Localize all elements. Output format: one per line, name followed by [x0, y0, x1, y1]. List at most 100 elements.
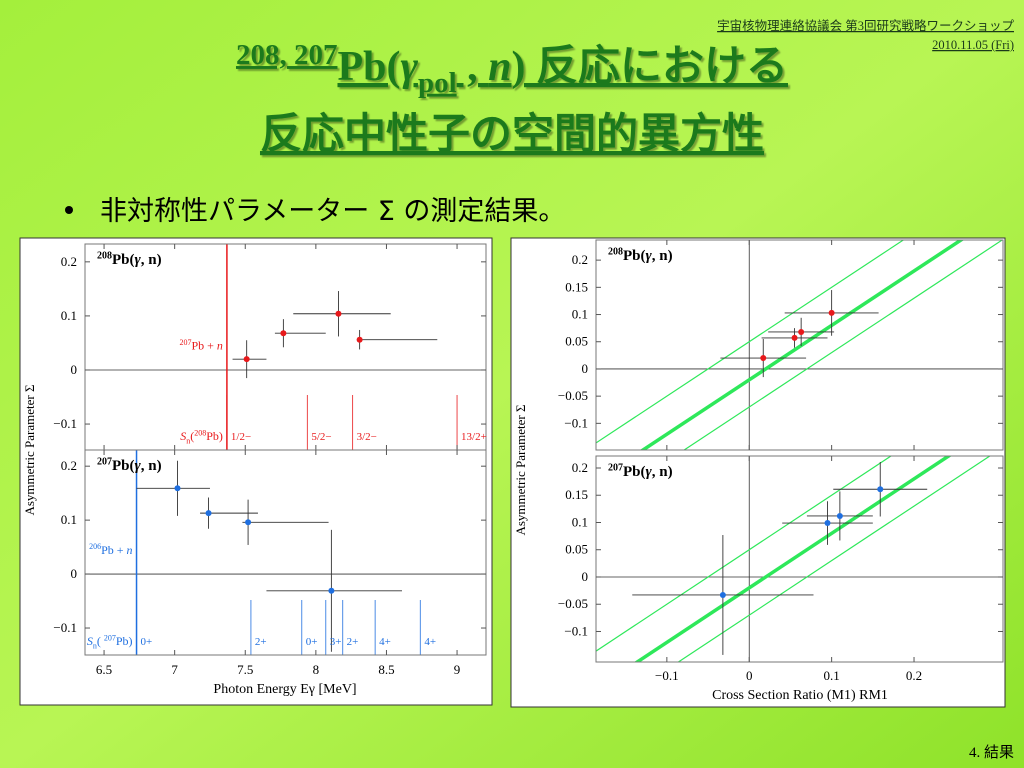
level-label: 4+: [379, 636, 391, 648]
text-part: γ: [400, 44, 418, 90]
x-tick-label: 7: [171, 662, 178, 677]
theory-curve: [596, 240, 905, 444]
panel: [596, 456, 1003, 662]
level-label: 2+: [255, 636, 267, 648]
bullet-dot: [65, 206, 73, 214]
level-label: 0+: [306, 636, 318, 648]
data-point: [719, 591, 726, 598]
x-tick-label: 8: [313, 662, 320, 677]
panel-label: 208Pb(γ, n): [97, 250, 162, 268]
text-part: 207: [104, 633, 116, 642]
title-line1: 208, 207Pb(γpol , n) 反応における: [236, 39, 788, 99]
x-tick-label: 0: [746, 668, 753, 683]
text-part: , n): [141, 458, 162, 474]
plot-frame: [595, 455, 1004, 663]
y-tick-label: 0.15: [565, 279, 588, 294]
text-part: 207: [179, 338, 191, 347]
text-part: ,: [457, 44, 489, 90]
text-part: Pb(: [112, 252, 135, 268]
data-point: [356, 336, 363, 343]
y-tick-label: 0.1: [572, 514, 588, 529]
y-tick-label: −0.1: [53, 416, 77, 431]
y-tick-label: −0.1: [564, 623, 588, 638]
y-tick-label: 0.2: [61, 458, 77, 473]
text-part: γ: [646, 248, 653, 264]
y-tick-label: 0.2: [572, 252, 588, 267]
text-part: n: [127, 543, 133, 557]
y-tick-label: 0.05: [565, 334, 588, 349]
data-point: [798, 328, 805, 335]
x-tick-label: 0.1: [824, 668, 840, 683]
text-part: Pb +: [101, 543, 126, 557]
x-axis-label: Photon Energy Eγ [MeV]: [213, 682, 356, 697]
plot-frame: [84, 449, 487, 656]
text-part: , n): [141, 252, 162, 268]
panel-label: 207Pb(γ, n): [97, 456, 162, 474]
text-part: 208: [194, 428, 206, 437]
text-part: Pb(: [623, 464, 646, 480]
theory-curve: [677, 456, 991, 662]
y-tick-label: 0: [71, 566, 78, 581]
y-tick-label: −0.05: [558, 596, 588, 611]
text-part: γ: [135, 458, 142, 474]
y-tick-label: 0: [582, 361, 589, 376]
data-point: [280, 330, 287, 337]
level-label: 13/2+: [461, 431, 487, 443]
text-part: (: [97, 634, 104, 648]
text-part: γ: [135, 252, 142, 268]
text-part: 208: [97, 250, 112, 261]
x-tick-label: −0.1: [655, 668, 679, 683]
y-tick-label: −0.05: [558, 388, 588, 403]
x-tick-label: 6.5: [96, 662, 112, 677]
y-tick-label: 0.05: [565, 542, 588, 557]
level-label: 2+: [347, 636, 359, 648]
text-part: n: [488, 44, 511, 90]
figure-frame: [19, 237, 493, 706]
level-label: 0+: [141, 636, 153, 648]
theory-curve: [683, 240, 1003, 450]
theory-curve: [634, 456, 952, 662]
y-tick-label: 0.15: [565, 487, 588, 502]
sn-label: Sn( 207Pb): [87, 633, 133, 650]
threshold-label: 206Pb + n: [89, 542, 132, 557]
text-part: n: [217, 339, 223, 353]
data-point: [245, 519, 252, 526]
level-label: 5/2−: [311, 431, 331, 443]
meeting: 宇宙核物理連絡協議会 第3回研究戦略ワークショップ: [717, 18, 1014, 33]
text-part: 206: [89, 542, 101, 551]
text-part: pol: [418, 67, 457, 99]
text-part: Pb(: [623, 248, 646, 264]
text-part: S: [180, 429, 186, 443]
y-axis-label: Asymmetric Parameter Σ: [513, 404, 528, 535]
theory-curve: [639, 240, 965, 450]
text-part: 207: [608, 462, 623, 473]
data-point: [243, 356, 250, 363]
y-tick-label: 0: [71, 362, 78, 377]
text-part: n: [186, 436, 190, 445]
level-label: 3+: [330, 636, 342, 648]
text-part: Pb): [116, 634, 133, 648]
data-point: [205, 510, 212, 517]
x-tick-label: 8.5: [378, 662, 394, 677]
text-part: , n): [652, 464, 673, 480]
y-tick-label: 0.1: [61, 512, 77, 527]
panel: [596, 240, 1003, 450]
footer: 4. 結果: [969, 744, 1014, 761]
data-point: [836, 512, 843, 519]
y-tick-label: 0.2: [572, 460, 588, 475]
bullet-text: 非対称性パラメーター Σ の測定結果。: [100, 196, 565, 227]
theory-curve: [596, 456, 893, 652]
data-point: [174, 485, 181, 492]
panel: [85, 450, 486, 655]
data-point: [824, 520, 831, 527]
y-axis-label: Asymmetric Parameter Σ: [22, 384, 37, 515]
text-part: , n): [652, 248, 673, 264]
plot-frame: [595, 239, 1004, 451]
level-label: 1/2−: [231, 431, 251, 443]
text-part: S: [87, 634, 93, 648]
data-point: [877, 486, 884, 493]
threshold-label: 207Pb + n: [179, 338, 222, 353]
x-tick-label: 9: [454, 662, 461, 677]
